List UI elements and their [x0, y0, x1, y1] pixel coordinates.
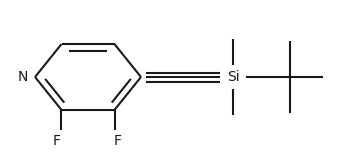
Text: F: F — [52, 134, 61, 148]
Text: F: F — [113, 134, 122, 148]
Text: Si: Si — [227, 70, 239, 84]
Text: N: N — [18, 70, 28, 84]
